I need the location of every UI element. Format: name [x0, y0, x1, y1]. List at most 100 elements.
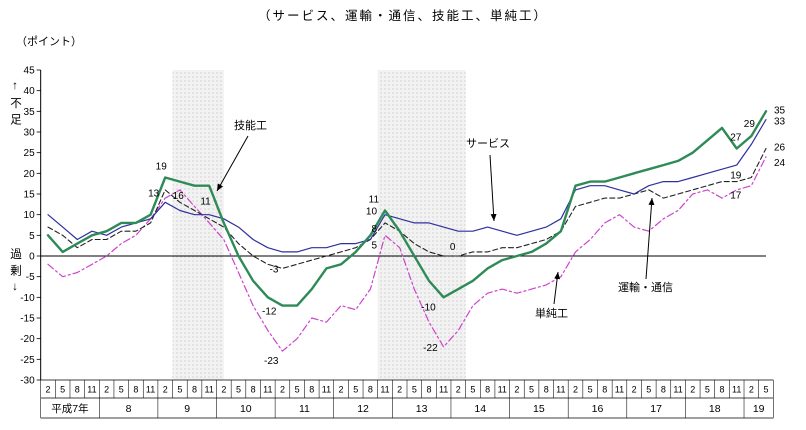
- svg-text:8: 8: [133, 385, 138, 395]
- series-callout-label: 単純工: [535, 306, 568, 320]
- svg-text:5: 5: [529, 385, 534, 395]
- point-label: 27: [730, 132, 742, 143]
- point-label: 29: [744, 119, 756, 130]
- recession-bands: [172, 70, 466, 380]
- svg-text:11: 11: [205, 385, 214, 395]
- x-axis-month-row: 2 5 8 11 2 5 8 11 2 5 8 11 2 5 8 11 2 5 8 11 2 5 8 11 2 5 8 11 2 5 8 11…: [40, 379, 774, 419]
- point-label: 11: [200, 197, 211, 208]
- svg-text:8: 8: [309, 385, 314, 395]
- y-axis-unit-label: （ポイント）: [16, 36, 82, 48]
- chart-title: （サービス、運輸・通信、技能工、単純工）: [257, 9, 548, 23]
- svg-text:5: 5: [29, 231, 35, 242]
- y-axis-shortage-label: ↑不足: [9, 80, 21, 130]
- series-line-skilled-worker: [46, 110, 768, 307]
- svg-text:-20: -20: [20, 334, 35, 345]
- svg-text:2: 2: [690, 385, 695, 395]
- y-axis-surplus-label: 過剰↓: [9, 248, 21, 298]
- point-label: 33: [774, 117, 786, 128]
- svg-text:11: 11: [439, 385, 448, 395]
- point-label: 19: [730, 170, 742, 181]
- svg-text:-25: -25: [20, 355, 35, 366]
- svg-text:5: 5: [470, 385, 475, 395]
- point-label: 17: [730, 191, 742, 202]
- point-label: 11: [369, 195, 380, 206]
- svg-text:5: 5: [177, 385, 182, 395]
- series-callout-label: サービス: [466, 137, 510, 150]
- svg-text:45: 45: [24, 66, 36, 77]
- svg-text:8: 8: [192, 385, 197, 395]
- svg-text:2: 2: [573, 385, 578, 395]
- svg-text:5: 5: [588, 385, 593, 395]
- svg-text:40: 40: [24, 86, 36, 97]
- svg-text:11: 11: [732, 385, 741, 395]
- point-label: 8: [371, 224, 377, 235]
- point-label: -3: [270, 264, 279, 275]
- svg-text:5: 5: [412, 385, 417, 395]
- svg-text:5: 5: [295, 385, 300, 395]
- svg-text:25: 25: [24, 148, 36, 159]
- svg-text:14: 14: [474, 403, 486, 415]
- svg-text:15: 15: [24, 190, 36, 201]
- point-label: -22: [423, 343, 438, 354]
- svg-text:11: 11: [556, 385, 565, 395]
- svg-text:8: 8: [544, 385, 549, 395]
- svg-text:18: 18: [709, 403, 721, 415]
- svg-text:11: 11: [498, 385, 507, 395]
- svg-text:9: 9: [184, 403, 190, 415]
- svg-text:13: 13: [416, 403, 428, 415]
- svg-text:8: 8: [75, 385, 80, 395]
- svg-text:5: 5: [646, 385, 651, 395]
- point-label: 19: [156, 161, 168, 172]
- svg-text:-15: -15: [20, 314, 35, 325]
- svg-text:15: 15: [533, 403, 545, 415]
- svg-text:5: 5: [763, 385, 768, 395]
- svg-text:35: 35: [24, 107, 36, 118]
- svg-text:-10: -10: [20, 293, 35, 304]
- point-label: 35: [774, 105, 786, 116]
- svg-text:2: 2: [514, 385, 519, 395]
- svg-text:12: 12: [357, 403, 369, 415]
- svg-text:11: 11: [87, 385, 96, 395]
- svg-text:2: 2: [221, 385, 226, 395]
- point-label: -12: [262, 307, 277, 318]
- svg-text:8: 8: [720, 385, 725, 395]
- svg-text:2: 2: [339, 385, 344, 395]
- series-line-transport-communication: [47, 147, 767, 269]
- y-axis: 45 40 35 30 25 20 15 10 5 0 -5 -10 -15 -20 -25 -30: [20, 66, 42, 387]
- svg-text:2: 2: [456, 385, 461, 395]
- svg-text:平成7年: 平成7年: [51, 402, 88, 415]
- svg-text:11: 11: [380, 385, 389, 395]
- svg-text:11: 11: [146, 385, 155, 395]
- svg-text:-30: -30: [20, 376, 35, 387]
- callout-arrow: [216, 135, 249, 192]
- svg-text:11: 11: [263, 385, 272, 395]
- svg-text:2: 2: [749, 385, 754, 395]
- svg-text:20: 20: [24, 169, 36, 180]
- svg-text:2: 2: [163, 385, 168, 395]
- callout-arrow: [645, 197, 655, 280]
- svg-text:8: 8: [126, 403, 132, 415]
- svg-text:8: 8: [661, 385, 666, 395]
- series-callout-label: 運輸・通信: [618, 280, 673, 294]
- svg-text:5: 5: [705, 385, 710, 395]
- point-label: 5: [371, 240, 377, 251]
- series-callout-label: 技能工: [234, 118, 267, 132]
- svg-text:2: 2: [104, 385, 109, 395]
- svg-text:2: 2: [280, 385, 285, 395]
- point-label: -23: [264, 356, 279, 367]
- svg-text:-5: -5: [26, 272, 35, 283]
- svg-text:8: 8: [251, 385, 256, 395]
- svg-text:0: 0: [29, 252, 35, 263]
- svg-text:11: 11: [299, 403, 310, 415]
- svg-text:30: 30: [24, 128, 36, 139]
- point-label: 13: [148, 188, 160, 199]
- svg-text:2: 2: [632, 385, 637, 395]
- svg-text:10: 10: [24, 210, 36, 221]
- callout-arrow: [489, 154, 497, 222]
- point-label: 10: [366, 207, 378, 218]
- svg-text:11: 11: [322, 385, 331, 395]
